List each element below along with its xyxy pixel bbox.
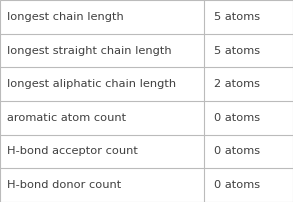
Text: 0 atoms: 0 atoms — [214, 146, 260, 157]
Text: 5 atoms: 5 atoms — [214, 45, 260, 56]
Text: longest straight chain length: longest straight chain length — [7, 45, 172, 56]
Text: aromatic atom count: aromatic atom count — [7, 113, 127, 123]
Text: 0 atoms: 0 atoms — [214, 180, 260, 190]
Text: 5 atoms: 5 atoms — [214, 12, 260, 22]
Text: longest chain length: longest chain length — [7, 12, 124, 22]
Text: H-bond acceptor count: H-bond acceptor count — [7, 146, 138, 157]
Text: 2 atoms: 2 atoms — [214, 79, 260, 89]
Text: 0 atoms: 0 atoms — [214, 113, 260, 123]
Text: longest aliphatic chain length: longest aliphatic chain length — [7, 79, 176, 89]
Text: H-bond donor count: H-bond donor count — [7, 180, 122, 190]
